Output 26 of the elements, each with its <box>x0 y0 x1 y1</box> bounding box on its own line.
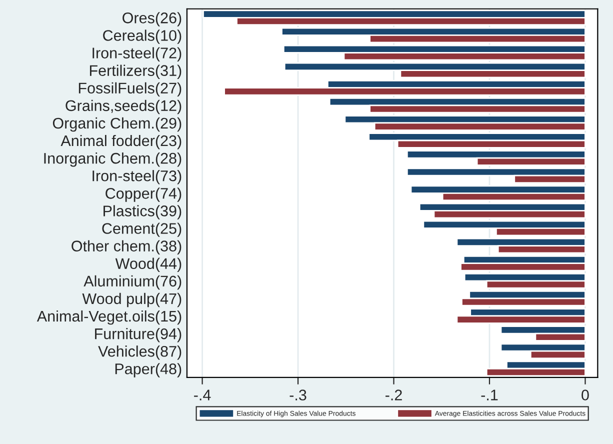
y-tick-label: Paper(48) <box>115 363 182 378</box>
y-tick-label: Animal fodder(23) <box>60 134 182 150</box>
y-tick-label: FossilFuels(27) <box>78 82 182 97</box>
y-tick-label: Animal-Veget.oils(15) <box>36 310 182 325</box>
y-tick-label: Wood(44) <box>115 258 182 272</box>
x-tick-label: -.4 <box>194 390 211 400</box>
y-tick-label: Organic Chem.(29) <box>52 117 182 132</box>
y-tick-label: Furniture(94) <box>95 328 182 342</box>
x-tick-label: -.3 <box>290 390 306 400</box>
x-tick-label: 0 <box>582 390 589 400</box>
y-tick-label: Iron-steel(73) <box>92 170 182 184</box>
y-tick-label: Plastics(39) <box>104 205 182 220</box>
y-tick-label: Fertilizers(31) <box>90 64 182 79</box>
y-tick-label: Vehicles(87) <box>98 346 182 360</box>
y-tick-label: Other chem.(38) <box>72 240 182 254</box>
y-tick-label: Inorganic Chem.(28) <box>44 152 182 167</box>
y-tick-label: Cement(25) <box>102 222 182 237</box>
y-tick-label: Aluminium(76) <box>84 275 182 290</box>
y-tick-label: Iron-steel(72) <box>92 47 182 62</box>
x-tick-label: -.2 <box>386 390 402 400</box>
y-tick-label: Copper(74) <box>106 188 182 202</box>
y-tick-label: Grains,seeds(12) <box>66 100 182 114</box>
y-tick-label: Wood pulp(47) <box>82 292 182 308</box>
x-tick-label: -.1 <box>481 390 498 400</box>
y-tick-label: Ores(26) <box>122 12 182 26</box>
y-tick-label: Cereals(10) <box>103 30 182 44</box>
